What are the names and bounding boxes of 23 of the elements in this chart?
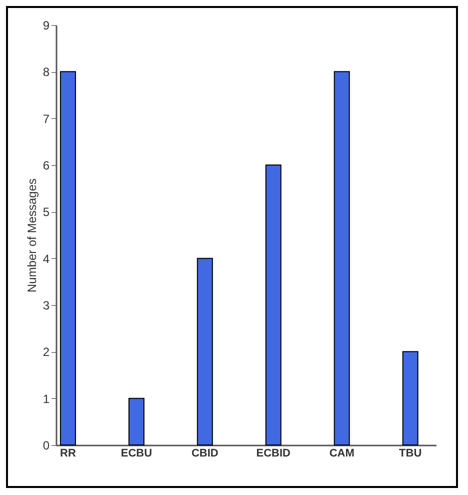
bar [196, 258, 213, 446]
x-tick-label: TBU [399, 448, 422, 460]
x-tick-label: ECBU [120, 448, 152, 460]
y-axis-title: Number of Messages [24, 178, 39, 293]
y-tick-label: 6 [42, 158, 50, 172]
x-tick-label: CAM [329, 448, 354, 460]
y-tick-label: 9 [42, 18, 50, 32]
y-tick-label: 3 [42, 298, 50, 312]
bar [60, 71, 76, 446]
y-tick-label: 2 [42, 345, 50, 360]
bar [265, 164, 282, 446]
y-tick-label: 7 [42, 112, 50, 126]
bar [334, 71, 350, 446]
y-tick-label: 8 [42, 65, 50, 80]
x-tick-label: RR [60, 448, 76, 460]
bar [128, 398, 144, 446]
bar [402, 351, 418, 446]
y-tick-label: 1 [42, 392, 50, 406]
y-tick-label: 0 [42, 438, 50, 452]
x-tick-label: ECBID [256, 448, 291, 460]
y-tick-label: 4 [42, 252, 50, 266]
y-tick-label: 5 [42, 205, 50, 220]
x-tick-label: CBID [191, 448, 218, 460]
